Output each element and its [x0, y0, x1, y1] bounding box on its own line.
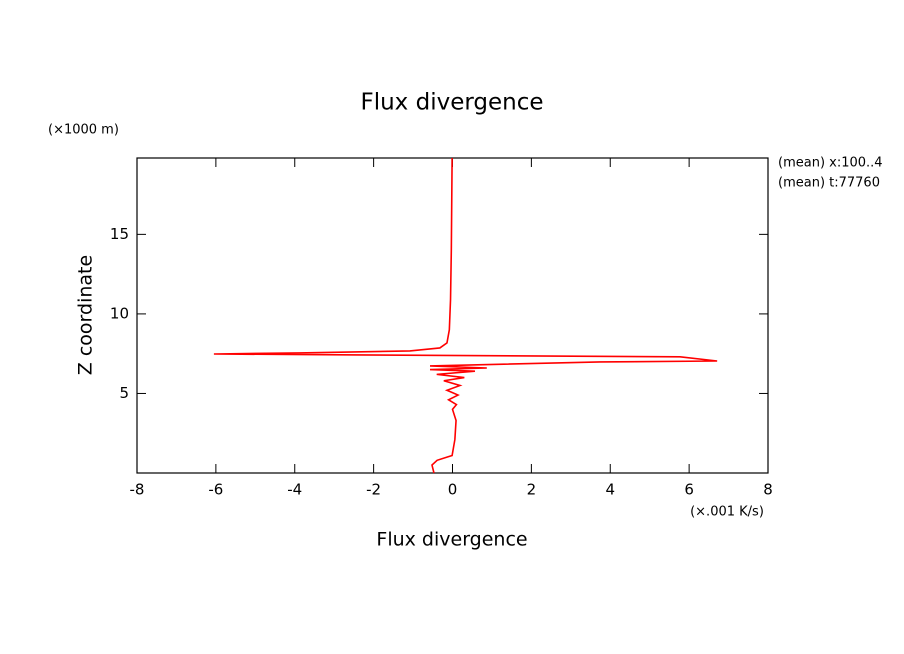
x-tick-label: -2 — [366, 481, 381, 499]
y-tick-label: 5 — [119, 384, 129, 402]
x-units: (×.001 K/s) — [690, 505, 764, 520]
y-tick-label: 10 — [110, 304, 129, 322]
x-axis-label: Flux divergence — [376, 529, 527, 551]
x-tick-label: 0 — [448, 481, 458, 499]
annotation: (mean) x:100..4 — [778, 156, 883, 171]
y-units: (×1000 m) — [48, 123, 119, 138]
x-tick-label: -6 — [208, 481, 223, 499]
y-tick-label: 15 — [110, 225, 129, 243]
y-axis-label: Z coordinate — [75, 255, 97, 375]
x-tick-label: 6 — [684, 481, 694, 499]
x-tick-label: 4 — [605, 481, 615, 499]
data-line — [213, 157, 718, 474]
annotation: (mean) t:77760 — [778, 176, 880, 191]
x-tick-label: 8 — [763, 481, 773, 499]
chart-title: Flux divergence — [360, 90, 543, 116]
x-tick-label: -8 — [130, 481, 145, 499]
x-tick-label: 2 — [527, 481, 537, 499]
x-tick-label: -4 — [287, 481, 302, 499]
